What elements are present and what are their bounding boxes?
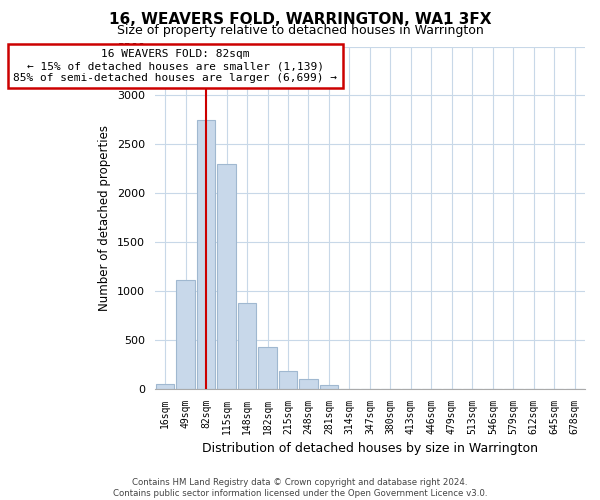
Bar xyxy=(299,380,317,388)
Bar xyxy=(258,346,277,389)
X-axis label: Distribution of detached houses by size in Warrington: Distribution of detached houses by size … xyxy=(202,442,538,455)
Text: Contains HM Land Registry data © Crown copyright and database right 2024.
Contai: Contains HM Land Registry data © Crown c… xyxy=(113,478,487,498)
Text: 16 WEAVERS FOLD: 82sqm
← 15% of detached houses are smaller (1,139)
85% of semi-: 16 WEAVERS FOLD: 82sqm ← 15% of detached… xyxy=(13,50,337,82)
Bar xyxy=(176,280,195,388)
Text: 16, WEAVERS FOLD, WARRINGTON, WA1 3FX: 16, WEAVERS FOLD, WARRINGTON, WA1 3FX xyxy=(109,12,491,28)
Text: Size of property relative to detached houses in Warrington: Size of property relative to detached ho… xyxy=(116,24,484,37)
Bar xyxy=(320,386,338,388)
Bar xyxy=(238,302,256,388)
Bar xyxy=(197,120,215,388)
Y-axis label: Number of detached properties: Number of detached properties xyxy=(98,124,112,310)
Bar xyxy=(217,164,236,388)
Bar xyxy=(279,370,297,388)
Bar xyxy=(156,384,175,388)
